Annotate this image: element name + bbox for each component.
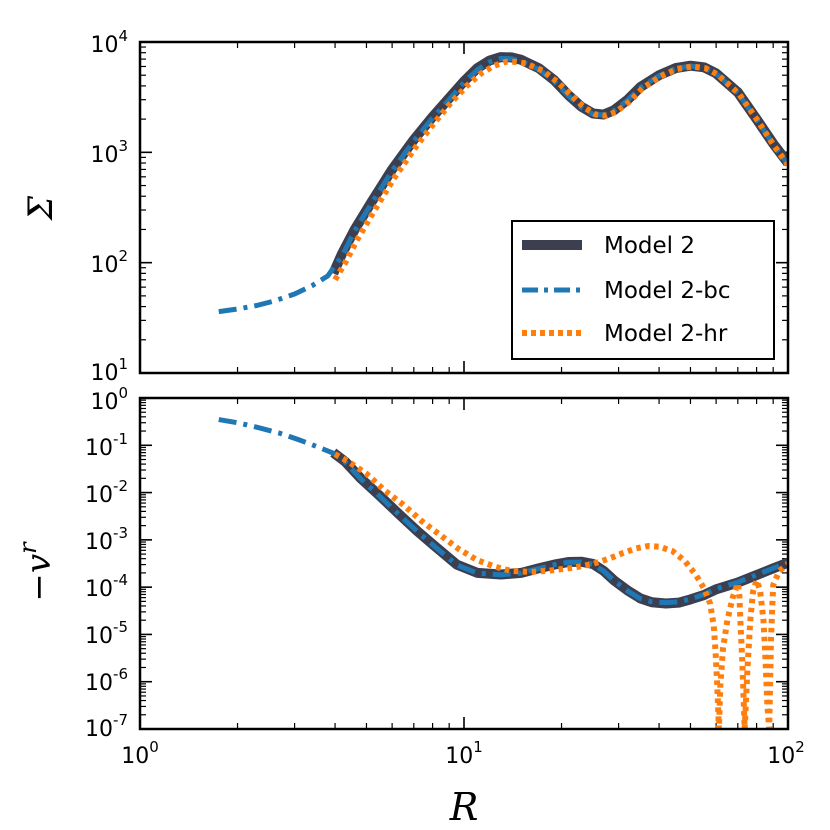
bottom-ylabel: −vr bbox=[14, 541, 59, 602]
xlabel: R bbox=[449, 785, 479, 829]
bottom-series-model-2-bc bbox=[218, 417, 788, 606]
bottom-panel: 10-7 10-6 10-5 10-4 10-3 10-2 10-1 100 1… bbox=[14, 384, 805, 829]
bottom-xtick-labels: 100 101 102 bbox=[121, 738, 805, 769]
bottom-ytick-label: 10-5 bbox=[85, 618, 128, 649]
bottom-series bbox=[218, 417, 788, 729]
bottom-series-model-2-hr bbox=[333, 451, 788, 729]
bottom-xtick-label: 101 bbox=[445, 738, 483, 769]
top-ytick-label: 103 bbox=[90, 137, 128, 168]
bottom-xtick-label: 100 bbox=[121, 738, 159, 769]
bottom-ytick-label: 10-4 bbox=[85, 571, 128, 602]
bottom-ytick-label: 10-3 bbox=[85, 524, 128, 555]
bottom-ytick-label: 10-6 bbox=[85, 665, 128, 696]
legend-label: Model 2 bbox=[604, 233, 695, 259]
top-ytick-label: 104 bbox=[90, 27, 128, 58]
top-series bbox=[218, 52, 788, 315]
top-ylabel: Σ bbox=[21, 195, 61, 222]
top-axes-frame bbox=[138, 40, 790, 375]
top-ytick-labels: 101 102 103 104 bbox=[90, 27, 128, 386]
bottom-ytick-label: 10-7 bbox=[85, 711, 128, 742]
top-panel: 101 102 103 104 Σ Model 2 Model 2-bc Mod… bbox=[21, 27, 790, 386]
legend-label: Model 2-hr bbox=[604, 321, 728, 347]
bottom-ytick-label: 10-2 bbox=[85, 477, 128, 508]
bottom-ytick-label: 10-1 bbox=[85, 430, 128, 461]
top-ytick-label: 101 bbox=[90, 355, 128, 386]
legend: Model 2 Model 2-bc Model 2-hr bbox=[511, 220, 775, 360]
bottom-ytick-label: 100 bbox=[90, 384, 128, 415]
bottom-ytick-labels: 10-7 10-6 10-5 10-4 10-3 10-2 10-1 100 bbox=[85, 384, 128, 742]
top-ytick-label: 102 bbox=[90, 247, 128, 278]
legend-label: Model 2-bc bbox=[604, 278, 731, 304]
bottom-xtick-label: 102 bbox=[767, 738, 805, 769]
bottom-axes-frame bbox=[138, 396, 790, 731]
